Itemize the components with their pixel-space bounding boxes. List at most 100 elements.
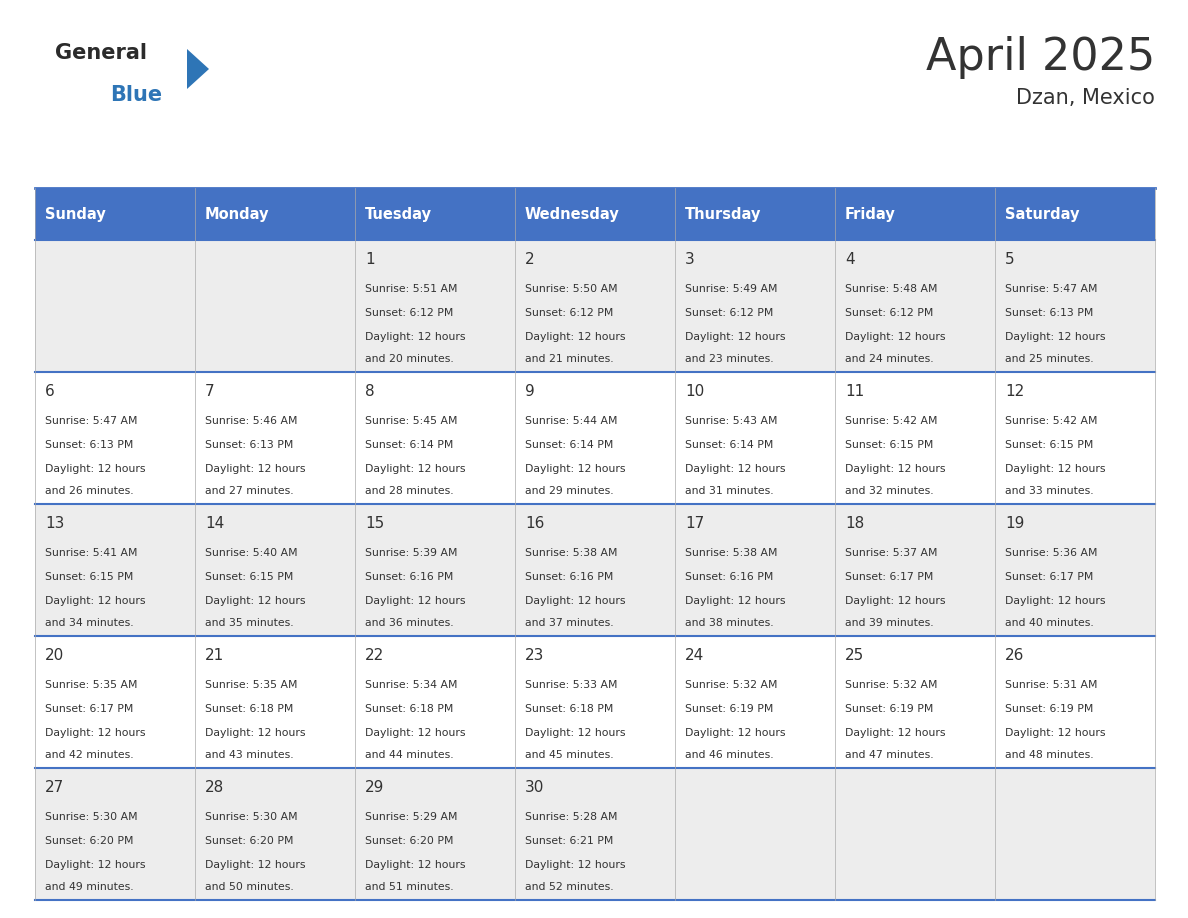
Text: Sunrise: 5:42 AM: Sunrise: 5:42 AM — [1005, 416, 1098, 426]
Text: Sunset: 6:19 PM: Sunset: 6:19 PM — [685, 704, 773, 714]
Text: Sunrise: 5:45 AM: Sunrise: 5:45 AM — [365, 416, 457, 426]
Text: Daylight: 12 hours: Daylight: 12 hours — [685, 596, 785, 606]
Text: Daylight: 12 hours: Daylight: 12 hours — [365, 332, 466, 342]
Text: and 46 minutes.: and 46 minutes. — [685, 750, 773, 760]
Text: Monday: Monday — [206, 207, 270, 221]
Text: Daylight: 12 hours: Daylight: 12 hours — [206, 596, 305, 606]
Text: Sunrise: 5:35 AM: Sunrise: 5:35 AM — [45, 680, 138, 690]
Text: Daylight: 12 hours: Daylight: 12 hours — [45, 464, 145, 474]
Bar — [675, 188, 835, 240]
Text: Daylight: 12 hours: Daylight: 12 hours — [525, 728, 626, 738]
Text: 27: 27 — [45, 780, 64, 795]
Text: and 23 minutes.: and 23 minutes. — [685, 354, 773, 364]
Text: Daylight: 12 hours: Daylight: 12 hours — [206, 464, 305, 474]
Bar — [835, 372, 996, 504]
Text: 3: 3 — [685, 252, 695, 267]
Text: Daylight: 12 hours: Daylight: 12 hours — [206, 728, 305, 738]
Text: 12: 12 — [1005, 384, 1024, 399]
Text: 15: 15 — [365, 516, 384, 531]
Text: Sunset: 6:15 PM: Sunset: 6:15 PM — [206, 572, 293, 582]
Text: Sunrise: 5:36 AM: Sunrise: 5:36 AM — [1005, 548, 1098, 558]
Bar — [34, 240, 195, 372]
Text: Sunset: 6:12 PM: Sunset: 6:12 PM — [365, 308, 454, 318]
Text: and 34 minutes.: and 34 minutes. — [45, 618, 133, 628]
Text: Sunset: 6:12 PM: Sunset: 6:12 PM — [525, 308, 613, 318]
Text: 16: 16 — [525, 516, 544, 531]
Text: Wednesday: Wednesday — [525, 207, 620, 221]
Text: Sunrise: 5:32 AM: Sunrise: 5:32 AM — [685, 680, 777, 690]
Text: Tuesday: Tuesday — [365, 207, 432, 221]
Text: Sunset: 6:20 PM: Sunset: 6:20 PM — [45, 836, 133, 846]
Text: Friday: Friday — [845, 207, 896, 221]
Text: Sunrise: 5:28 AM: Sunrise: 5:28 AM — [525, 812, 618, 822]
Text: Sunset: 6:14 PM: Sunset: 6:14 PM — [525, 440, 613, 450]
Text: and 20 minutes.: and 20 minutes. — [365, 354, 454, 364]
Text: Daylight: 12 hours: Daylight: 12 hours — [206, 860, 305, 870]
Text: and 51 minutes.: and 51 minutes. — [365, 882, 454, 892]
Text: and 26 minutes.: and 26 minutes. — [45, 486, 133, 496]
Bar — [996, 768, 1155, 900]
Text: Sunrise: 5:32 AM: Sunrise: 5:32 AM — [845, 680, 937, 690]
Text: Daylight: 12 hours: Daylight: 12 hours — [845, 596, 946, 606]
Text: 23: 23 — [525, 648, 544, 663]
Text: Daylight: 12 hours: Daylight: 12 hours — [845, 728, 946, 738]
Text: Sunrise: 5:51 AM: Sunrise: 5:51 AM — [365, 284, 457, 294]
Bar — [996, 188, 1155, 240]
Bar — [195, 372, 355, 504]
Text: and 36 minutes.: and 36 minutes. — [365, 618, 454, 628]
Text: 21: 21 — [206, 648, 225, 663]
Text: Sunrise: 5:47 AM: Sunrise: 5:47 AM — [45, 416, 138, 426]
Text: Saturday: Saturday — [1005, 207, 1080, 221]
Text: Daylight: 12 hours: Daylight: 12 hours — [45, 860, 145, 870]
Bar — [355, 636, 516, 768]
Text: Daylight: 12 hours: Daylight: 12 hours — [1005, 728, 1106, 738]
Text: Daylight: 12 hours: Daylight: 12 hours — [845, 332, 946, 342]
Text: Daylight: 12 hours: Daylight: 12 hours — [45, 596, 145, 606]
Text: Sunset: 6:13 PM: Sunset: 6:13 PM — [45, 440, 133, 450]
Text: 7: 7 — [206, 384, 215, 399]
Text: Sunrise: 5:38 AM: Sunrise: 5:38 AM — [685, 548, 777, 558]
Bar — [355, 768, 516, 900]
Text: Daylight: 12 hours: Daylight: 12 hours — [685, 332, 785, 342]
Text: and 52 minutes.: and 52 minutes. — [525, 882, 614, 892]
Bar — [516, 188, 675, 240]
Text: Daylight: 12 hours: Daylight: 12 hours — [365, 860, 466, 870]
Text: April 2025: April 2025 — [925, 36, 1155, 79]
Text: Sunrise: 5:33 AM: Sunrise: 5:33 AM — [525, 680, 618, 690]
Text: Sunset: 6:19 PM: Sunset: 6:19 PM — [1005, 704, 1093, 714]
Text: 11: 11 — [845, 384, 864, 399]
Text: Sunrise: 5:30 AM: Sunrise: 5:30 AM — [45, 812, 138, 822]
Text: Sunrise: 5:43 AM: Sunrise: 5:43 AM — [685, 416, 777, 426]
Bar — [675, 636, 835, 768]
Text: Sunset: 6:16 PM: Sunset: 6:16 PM — [365, 572, 454, 582]
Text: Sunrise: 5:47 AM: Sunrise: 5:47 AM — [1005, 284, 1098, 294]
Text: Daylight: 12 hours: Daylight: 12 hours — [365, 728, 466, 738]
Text: and 37 minutes.: and 37 minutes. — [525, 618, 614, 628]
Bar — [34, 504, 195, 636]
Bar — [675, 372, 835, 504]
Text: and 21 minutes.: and 21 minutes. — [525, 354, 614, 364]
Bar — [996, 372, 1155, 504]
Text: and 28 minutes.: and 28 minutes. — [365, 486, 454, 496]
Text: Sunset: 6:21 PM: Sunset: 6:21 PM — [525, 836, 613, 846]
Bar — [34, 636, 195, 768]
Text: Daylight: 12 hours: Daylight: 12 hours — [1005, 332, 1106, 342]
Text: Sunrise: 5:29 AM: Sunrise: 5:29 AM — [365, 812, 457, 822]
Text: Daylight: 12 hours: Daylight: 12 hours — [1005, 464, 1106, 474]
Text: 20: 20 — [45, 648, 64, 663]
Text: Sunset: 6:18 PM: Sunset: 6:18 PM — [365, 704, 454, 714]
Text: Dzan, Mexico: Dzan, Mexico — [1016, 88, 1155, 108]
Bar — [996, 504, 1155, 636]
Text: 2: 2 — [525, 252, 535, 267]
Text: and 25 minutes.: and 25 minutes. — [1005, 354, 1094, 364]
Bar — [675, 768, 835, 900]
Text: and 24 minutes.: and 24 minutes. — [845, 354, 934, 364]
Text: 4: 4 — [845, 252, 854, 267]
Text: and 35 minutes.: and 35 minutes. — [206, 618, 293, 628]
Bar — [195, 768, 355, 900]
Text: Sunrise: 5:34 AM: Sunrise: 5:34 AM — [365, 680, 457, 690]
Text: 6: 6 — [45, 384, 55, 399]
Bar — [195, 636, 355, 768]
Text: 13: 13 — [45, 516, 64, 531]
Text: Sunset: 6:18 PM: Sunset: 6:18 PM — [525, 704, 613, 714]
